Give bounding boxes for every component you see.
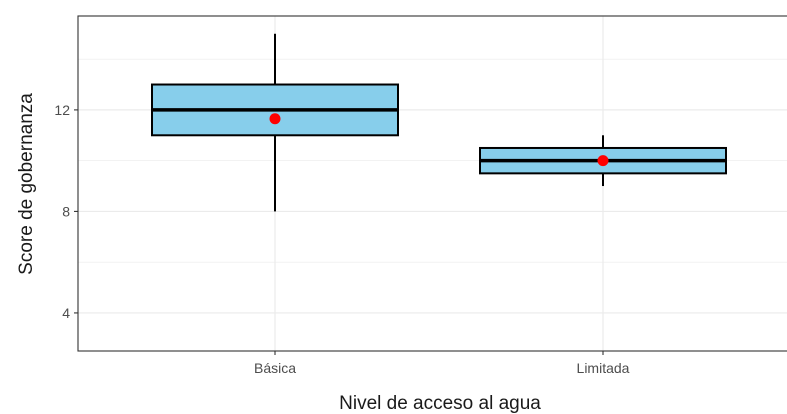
grid-lines [78, 16, 787, 351]
y-tick-label: 8 [62, 203, 70, 219]
panel-border [77, 15, 787, 352]
mean-point [269, 113, 281, 125]
axes: 4 8 12 Básica Limitada [54, 102, 629, 376]
boxes [151, 33, 727, 212]
mean-point [597, 155, 609, 167]
x-tick-label: Limitada [577, 360, 630, 376]
x-tick-label: Básica [254, 360, 296, 376]
y-tick-label: 12 [54, 102, 70, 118]
y-tick-label: 4 [62, 305, 70, 321]
y-axis-title: Score de gobernanza [16, 93, 37, 275]
x-axis-title: Nivel de acceso al agua [339, 393, 541, 414]
